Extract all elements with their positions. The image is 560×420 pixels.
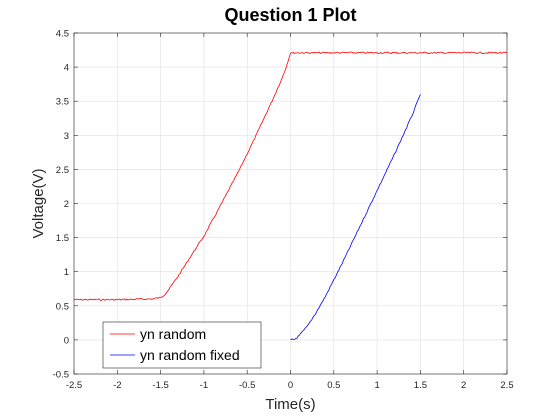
y-tick-label: 2.5: [56, 165, 69, 176]
y-tick-label: 4.5: [56, 29, 69, 40]
x-tick-label: -1.5: [152, 380, 168, 391]
y-axis-label: Voltage(V): [30, 168, 47, 238]
series-line-yn-random-fixed: [290, 94, 421, 340]
x-tick-label: 2: [461, 380, 466, 391]
x-tick-label: -0.5: [239, 380, 255, 391]
y-tick-label: 3: [64, 131, 69, 142]
legend-box: [102, 321, 262, 369]
x-tick-label: -2: [113, 380, 121, 391]
x-tick-label: 0: [288, 380, 293, 391]
y-tick-label: -0.5: [53, 370, 69, 381]
tick-labels: -2.5 -2 -1.5 -1 -0.5 0 0.5 1 1.5 2 2.5 -0.5 0 0.5 1 1.5…: [53, 29, 514, 392]
legend-label-yn-random-fixed: yn random fixed: [140, 347, 240, 363]
x-tick-label: -1: [200, 380, 208, 391]
x-tick-label: 2.5: [500, 380, 513, 391]
y-tick-label: 0: [64, 335, 69, 346]
legend-label-yn-random: yn random: [140, 326, 206, 342]
y-tick-label: 3.5: [56, 97, 69, 108]
legend: yn random yn random fixed: [102, 321, 262, 369]
ticks: [73, 32, 508, 375]
chart-title: Question 1 Plot: [224, 5, 356, 25]
y-tick-label: 0.5: [56, 301, 69, 312]
series-layer: [73, 51, 508, 340]
x-tick-label: -2.5: [66, 380, 82, 391]
y-tick-label: 2: [64, 199, 69, 210]
y-tick-label: 1: [64, 267, 69, 278]
y-tick-label: 4: [64, 63, 69, 74]
x-axis-label: Time(s): [265, 396, 315, 413]
x-tick-label: 1: [374, 380, 379, 391]
x-tick-label: 0.5: [327, 380, 340, 391]
x-tick-label: 1.5: [414, 380, 427, 391]
y-tick-label: 1.5: [56, 233, 69, 244]
series-line-yn-random: [73, 51, 508, 301]
